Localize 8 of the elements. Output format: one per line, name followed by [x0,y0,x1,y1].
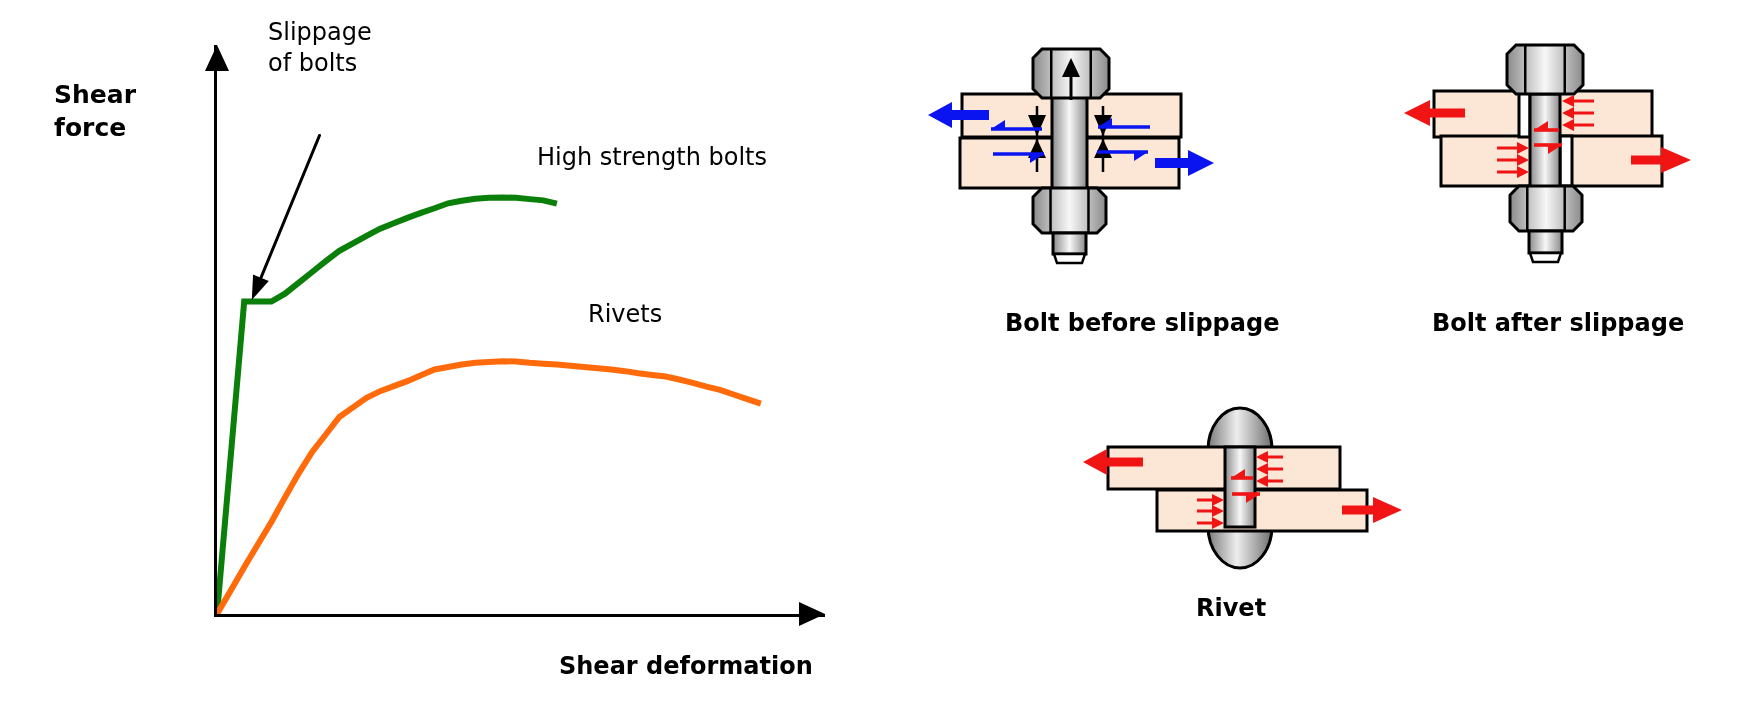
text: Slippage of bolts [268,18,372,78]
text: Rivet [1196,594,1267,622]
text: Bolt before slippage [1005,309,1280,337]
x-axis-title: Shear deformation [559,652,813,680]
series-label: High strength bolts [537,143,768,171]
y-axis-title: Shear force [54,80,137,142]
text: Bolt after slippage [1432,309,1685,337]
series-label: Rivets [588,300,663,328]
